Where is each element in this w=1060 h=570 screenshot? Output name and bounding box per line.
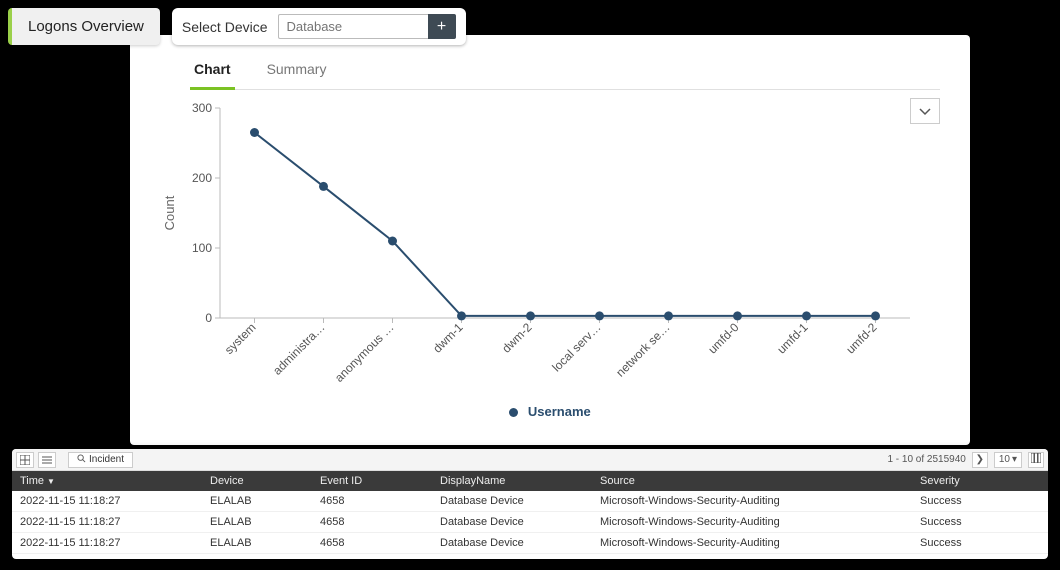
svg-text:anonymous …: anonymous … xyxy=(332,320,397,385)
chart-area: Count 0 100 200 300 system administra…anonymou… xyxy=(160,98,940,398)
table-row[interactable]: 2022-11-15 11:18:27ELALAB4658Database De… xyxy=(12,533,1048,554)
page-size-select[interactable]: 10 ▾ xyxy=(994,452,1022,468)
pager-text: 1 - 10 of 2515940 xyxy=(887,454,965,465)
table-cell: ELALAB xyxy=(202,554,312,560)
svg-text:umfd-0: umfd-0 xyxy=(705,320,742,357)
tab-chart[interactable]: Chart xyxy=(190,55,235,90)
device-input[interactable] xyxy=(278,14,428,39)
select-device-label: Select Device xyxy=(182,19,268,35)
chart-svg: Count 0 100 200 300 system administra…anonymou… xyxy=(160,98,940,398)
plus-icon: + xyxy=(437,18,446,36)
pager-next-button[interactable]: ❯ xyxy=(972,452,988,468)
columns-icon xyxy=(1031,453,1041,466)
table-cell: 4658 xyxy=(312,533,432,554)
table-cell: 2022-11-15 11:18:27 xyxy=(12,512,202,533)
table-cell: 4658 xyxy=(312,491,432,512)
column-header[interactable]: Time▼ xyxy=(12,471,202,491)
legend-label: Username xyxy=(528,404,591,419)
chart-panel: Chart Summary Count 0 100 200 300 system admin… xyxy=(130,35,970,445)
svg-text:100: 100 xyxy=(192,241,212,255)
table-cell: Database Device xyxy=(432,554,592,560)
column-header[interactable]: Severity xyxy=(912,471,1048,491)
incident-label: Incident xyxy=(89,454,124,465)
legend-marker xyxy=(509,408,518,417)
table-cell: ELALAB xyxy=(202,512,312,533)
incident-button[interactable]: Incident xyxy=(68,452,133,468)
table-cell: Microsoft-Windows-Security-Auditing xyxy=(592,554,912,560)
table-cell: 2022-11-15 11:18:27 xyxy=(12,533,202,554)
caret-down-icon: ▾ xyxy=(1012,454,1017,465)
column-header[interactable]: DisplayName xyxy=(432,471,592,491)
svg-text:local serv…: local serv… xyxy=(549,320,603,374)
table-cell: Database Device xyxy=(432,512,592,533)
table-cell: Microsoft-Windows-Security-Auditing xyxy=(592,533,912,554)
search-icon xyxy=(77,454,86,466)
logons-overview-pill[interactable]: Logons Overview xyxy=(8,8,160,45)
table-cell: Microsoft-Windows-Security-Auditing xyxy=(592,512,912,533)
overview-title: Logons Overview xyxy=(28,18,144,35)
table-cell: 4658 xyxy=(312,554,432,560)
chart-tabs: Chart Summary xyxy=(190,55,940,90)
svg-text:system: system xyxy=(222,320,259,357)
table-cell: 2022-11-15 11:18:27 xyxy=(12,554,202,560)
events-table: Time▼DeviceEvent IDDisplayNameSourceSeve… xyxy=(12,471,1048,559)
table-cell: 2022-11-15 11:18:27 xyxy=(12,491,202,512)
chart-menu-button[interactable] xyxy=(910,98,940,124)
chart-legend: Username xyxy=(160,404,940,419)
chevron-right-icon: ❯ xyxy=(976,454,984,465)
table-cell: Microsoft-Windows-Security-Auditing xyxy=(592,491,912,512)
grid-panel: Incident 1 - 10 of 2515940 ❯ 10 ▾ Time▼D… xyxy=(12,449,1048,559)
table-cell: 4658 xyxy=(312,512,432,533)
svg-text:0: 0 xyxy=(205,311,212,325)
column-header[interactable]: Device xyxy=(202,471,312,491)
table-header-row: Time▼DeviceEvent IDDisplayNameSourceSeve… xyxy=(12,471,1048,491)
svg-text:dwm-1: dwm-1 xyxy=(430,320,466,356)
svg-text:network se…: network se… xyxy=(613,320,672,379)
svg-text:umfd-2: umfd-2 xyxy=(843,320,880,357)
table-row[interactable]: 2022-11-15 11:18:27ELALAB4658Database De… xyxy=(12,554,1048,560)
add-device-button[interactable]: + xyxy=(428,14,456,39)
table-row[interactable]: 2022-11-15 11:18:27ELALAB4658Database De… xyxy=(12,491,1048,512)
table-cell: Success xyxy=(912,533,1048,554)
svg-text:administra…: administra… xyxy=(270,320,328,378)
page-size-value: 10 xyxy=(999,454,1010,465)
svg-text:300: 300 xyxy=(192,101,212,115)
view-list-icon[interactable] xyxy=(38,452,56,468)
table-cell: Success xyxy=(912,512,1048,533)
columns-config-button[interactable] xyxy=(1028,452,1044,468)
tab-summary[interactable]: Summary xyxy=(263,55,331,90)
table-cell: Database Device xyxy=(432,533,592,554)
table-cell: ELALAB xyxy=(202,491,312,512)
view-table-icon[interactable] xyxy=(16,452,34,468)
table-cell: Success xyxy=(912,491,1048,512)
svg-text:umfd-1: umfd-1 xyxy=(774,320,811,357)
select-device-panel: Select Device + xyxy=(172,8,466,45)
svg-text:dwm-2: dwm-2 xyxy=(499,320,535,356)
table-cell: ELALAB xyxy=(202,533,312,554)
column-header[interactable]: Source xyxy=(592,471,912,491)
svg-text:200: 200 xyxy=(192,171,212,185)
grid-toolbar: Incident 1 - 10 of 2515940 ❯ 10 ▾ xyxy=(12,449,1048,471)
svg-text:Count: Count xyxy=(162,195,177,230)
table-row[interactable]: 2022-11-15 11:18:27ELALAB4658Database De… xyxy=(12,512,1048,533)
table-cell: Success xyxy=(912,554,1048,560)
sort-desc-icon: ▼ xyxy=(47,477,55,486)
table-cell: Database Device xyxy=(432,491,592,512)
column-header[interactable]: Event ID xyxy=(312,471,432,491)
chevron-down-icon xyxy=(919,103,931,119)
